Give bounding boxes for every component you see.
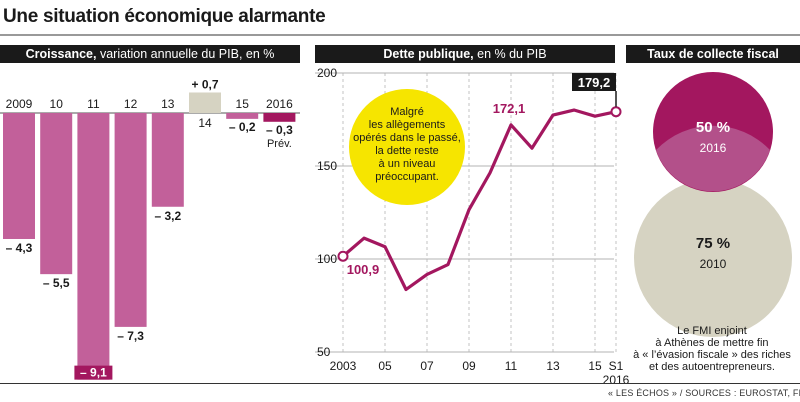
- growth-bar-2009: [3, 113, 35, 239]
- growth-bar-2016: [263, 113, 296, 122]
- debt-start-point: [337, 250, 349, 262]
- debt-x-tick: 07: [420, 359, 434, 373]
- growth-value-label: – 9,1: [80, 366, 107, 380]
- growth-value-label: – 3,2: [154, 209, 181, 223]
- debt-start-label: 100,9: [347, 262, 380, 277]
- tax-note-line: à « l’évasion fiscale » des riches: [633, 349, 791, 361]
- tax-bubble-2016-year: 2016: [700, 141, 727, 155]
- tax-bubble-2010: [634, 179, 792, 337]
- growth-bar-12: [114, 113, 147, 327]
- debt-note-circle: [349, 89, 465, 205]
- growth-value-label: – 5,5: [43, 276, 70, 290]
- debt-x-tick: 05: [378, 359, 392, 373]
- debt-x-tick: 13: [546, 359, 560, 373]
- debt-x-tick: S1: [609, 359, 624, 373]
- bottom-rule: [0, 383, 800, 384]
- growth-value-label-bg: [74, 365, 113, 380]
- growth-category-label: 15: [236, 97, 250, 111]
- growth-bar-11: [77, 113, 110, 380]
- growth-forecast-note: Prév.: [267, 138, 292, 150]
- debt-x-tick: 15: [588, 359, 602, 373]
- growth-bar-10: [40, 113, 73, 275]
- debt-x-tick: 09: [462, 359, 476, 373]
- debt-note-line: préoccupant.: [375, 171, 439, 183]
- growth-bar-14: [189, 92, 221, 113]
- debt-y-tick: 50: [317, 345, 331, 359]
- debt-note-line: les allègements: [369, 119, 446, 131]
- debt-note-line: à un niveau: [379, 158, 436, 170]
- growth-value-label: + 0,7: [191, 77, 218, 91]
- credit-line: « LES ÉCHOS » / SOURCES : EUROSTAT, FMI: [608, 388, 800, 398]
- growth-value-label: – 4,3: [6, 241, 33, 255]
- tax-bubble-2016-value: 50 %: [696, 119, 730, 136]
- debt-peak-label: 172,1: [493, 101, 526, 116]
- growth-bar-13: [151, 113, 184, 207]
- debt-y-tick: 150: [317, 159, 337, 173]
- debt-x-tick: 2003: [330, 359, 357, 373]
- growth-bar-15: [226, 113, 259, 119]
- debt-y-tick: 100: [317, 252, 337, 266]
- tax-note-line: à Athènes de mettre fin: [655, 337, 768, 349]
- debt-x-tick: 11: [505, 359, 518, 373]
- debt-x-tick: 2016: [603, 373, 630, 387]
- debt-end-point: [610, 106, 622, 118]
- debt-y-tick: 200: [317, 66, 337, 80]
- debt-panel-header: Dette publique, en % du PIB: [315, 45, 615, 63]
- growth-value-label: – 0,2: [229, 120, 256, 134]
- debt-note-line: opérés dans le passé,: [353, 132, 461, 144]
- debt-note-line: la dette reste: [375, 145, 439, 157]
- growth-category-label: 10: [50, 97, 64, 111]
- debt-series-line: [341, 108, 617, 292]
- main-title: Une situation économique alarmante: [3, 6, 326, 27]
- tax-panel-header: Taux de collecte fiscal: [626, 45, 800, 63]
- growth-category-label: 11: [87, 97, 100, 111]
- growth-category-label: 13: [161, 97, 175, 111]
- tax-bubble-2010-value: 75 %: [696, 235, 730, 252]
- growth-value-label: – 7,3: [117, 329, 144, 343]
- tax-bubble-overlap: [656, 125, 770, 192]
- tax-bubble-2010-year: 2010: [700, 257, 727, 271]
- tax-note-line: Le FMI enjoint: [677, 325, 747, 337]
- growth-category-label: 14: [198, 116, 212, 130]
- growth-category-label: 12: [124, 97, 138, 111]
- debt-note-line: Malgré: [390, 106, 424, 118]
- growth-category-label: 2016: [266, 97, 293, 111]
- tax-note-line: et des autoentrepreneurs.: [649, 361, 775, 373]
- growth-category-label: 2009: [6, 97, 33, 111]
- growth-value-label: – 0,3: [266, 123, 293, 137]
- growth-panel-header: Croissance, variation annuelle du PIB, e…: [0, 45, 300, 63]
- debt-last-value-box: [572, 73, 616, 91]
- debt-last-value-label: 179,2: [578, 75, 611, 90]
